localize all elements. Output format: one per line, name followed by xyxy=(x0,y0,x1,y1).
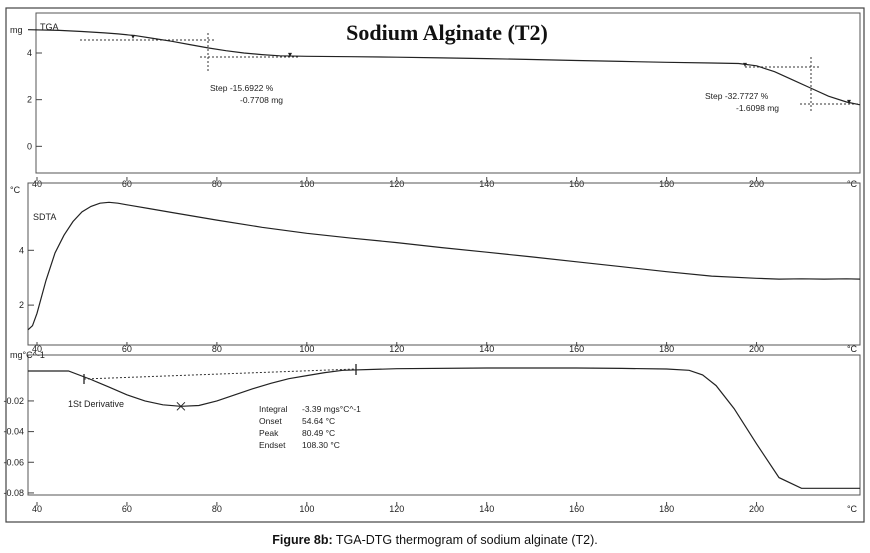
sdta-x-tick-label: 160 xyxy=(569,344,584,354)
tga-x-tick-label: 120 xyxy=(389,179,404,189)
sdta-x-tick-label: 80 xyxy=(212,344,222,354)
figure-caption: Figure 8b: TGA-DTG thermogram of sodium … xyxy=(0,533,870,547)
sdta-y-ticks: 24 xyxy=(19,245,34,310)
dtg-y-ticks: -0.02 -0.04 -0.06 -0.08 xyxy=(3,396,34,498)
tga-y-tick-label: 0 xyxy=(27,141,32,151)
dtg-baseline xyxy=(83,368,357,380)
dtg-curve xyxy=(28,367,860,489)
tga-step1-line1: Step -15.6922 % xyxy=(210,83,274,93)
dtg-x-tick-label: 180 xyxy=(659,504,674,514)
dtg-integral-value: -3.39 mgs°C^-1 xyxy=(302,404,361,414)
sdta-plot-frame xyxy=(27,182,861,346)
dtg-x-tick-label: 140 xyxy=(479,504,494,514)
dtg-y-tick-label: -0.06 xyxy=(3,457,24,467)
dtg-x-tick-label: 120 xyxy=(389,504,404,514)
dtg-y-tick-label: -0.04 xyxy=(3,427,24,437)
tga-x-tick-label: 200 xyxy=(749,179,764,189)
dtg-y-unit: mg°C^-1 xyxy=(10,350,45,360)
tga-y-tick-label: 4 xyxy=(27,48,32,58)
dtg-x-tick-label: 80 xyxy=(212,504,222,514)
dtg-onset-label: Onset xyxy=(259,416,282,426)
dtg-x-ticks: 40 60 80 100 120 140 160 180 200 °C xyxy=(32,502,858,514)
thermogram-chart: mg TGA Sodium Alginate (T2) 024 40 60 80 10… xyxy=(3,7,865,523)
tga-x-unit: °C xyxy=(847,179,858,189)
tga-y-unit: mg xyxy=(10,25,23,35)
sdta-x-tick-label: 120 xyxy=(389,344,404,354)
dtg-endset-value: 108.30 °C xyxy=(302,440,340,450)
tga-step2-line2: -1.6098 mg xyxy=(736,103,779,113)
dtg-peak-marker xyxy=(176,401,186,411)
tga-x-tick-label: 180 xyxy=(659,179,674,189)
sdta-series-label: SDTA xyxy=(33,212,56,222)
dtg-integral-label: Integral xyxy=(259,404,287,414)
chart-title: Sodium Alginate (T2) xyxy=(346,20,548,45)
sdta-x-tick-label: 40 xyxy=(32,344,42,354)
tga-x-tick-label: 40 xyxy=(32,179,42,189)
tga-series-label: TGA xyxy=(40,22,59,32)
dtg-peak-value: 80.49 °C xyxy=(302,428,335,438)
dtg-x-tick-label: 160 xyxy=(569,504,584,514)
sdta-x-tick-label: 100 xyxy=(299,344,314,354)
tga-x-tick-label: 60 xyxy=(122,179,132,189)
tga-step2-line1: Step -32.7727 % xyxy=(705,91,769,101)
outer-frame xyxy=(5,7,865,523)
dtg-x-tick-label: 200 xyxy=(749,504,764,514)
dtg-x-tick-label: 60 xyxy=(122,504,132,514)
sdta-x-tick-label: 180 xyxy=(659,344,674,354)
sdta-y-tick-label: 2 xyxy=(19,300,24,310)
dtg-onset-value: 54.64 °C xyxy=(302,416,335,426)
dtg-series-label: 1St Derivative xyxy=(68,399,124,409)
tga-x-tick-label: 80 xyxy=(212,179,222,189)
sdta-x-tick-label: 60 xyxy=(122,344,132,354)
dtg-endset-label: Endset xyxy=(259,440,286,450)
dtg-x-tick-label: 100 xyxy=(299,504,314,514)
tga-x-tick-label: 100 xyxy=(299,179,314,189)
tga-y-ticks: 0 2 4 xyxy=(27,48,42,151)
sdta-y-tick-label: 4 xyxy=(19,245,24,255)
tga-marker-4: ▾ xyxy=(847,97,851,106)
tga-panel: mg TGA Sodium Alginate (T2) 0 2 4 40 60 80 10… xyxy=(10,12,861,189)
sdta-panel: °C SDTA 24 40 60 80 100 120 140 160 180 200 °C xyxy=(10,182,861,354)
tga-x-tick-label: 140 xyxy=(479,179,494,189)
dtg-y-tick-label: -0.02 xyxy=(3,396,24,406)
sdta-x-unit: °C xyxy=(847,344,858,354)
dtg-x-tick-label: 40 xyxy=(32,504,42,514)
figure-caption-label: Figure 8b: xyxy=(272,533,333,547)
tga-marker-2: ▾ xyxy=(288,50,292,59)
tga-step1-line2: -0.7708 mg xyxy=(240,95,283,105)
tga-plot-frame xyxy=(35,12,861,174)
dtg-plot-frame xyxy=(27,354,861,496)
dtg-integration-results: Integral -3.39 mgs°C^-1 Onset 54.64 °C P… xyxy=(259,404,361,450)
dtg-x-unit: °C xyxy=(847,504,858,514)
sdta-x-tick-label: 200 xyxy=(749,344,764,354)
tga-curve xyxy=(27,29,861,106)
sdta-x-ticks: 40 60 80 100 120 140 160 180 200 °C xyxy=(32,342,858,354)
dtg-peak-label: Peak xyxy=(259,428,279,438)
tga-y-tick-label: 2 xyxy=(27,95,32,105)
dtg-y-tick-label: -0.08 xyxy=(3,488,24,498)
dtg-panel: mg°C^-1 1St Derivative -0.02-0.04-0.06-0… xyxy=(3,350,861,514)
tga-x-ticks: 40 60 80 100 120 140 160 180 200 °C xyxy=(32,177,858,189)
tga-marker-1: ▾ xyxy=(131,32,135,41)
sdta-x-tick-label: 140 xyxy=(479,344,494,354)
tga-x-tick-label: 160 xyxy=(569,179,584,189)
dtg-peak-cross-b xyxy=(176,401,186,411)
figure-caption-text: TGA-DTG thermogram of sodium alginate (T… xyxy=(335,533,598,547)
sdta-y-unit: °C xyxy=(10,185,21,195)
sdta-curve xyxy=(27,201,861,331)
